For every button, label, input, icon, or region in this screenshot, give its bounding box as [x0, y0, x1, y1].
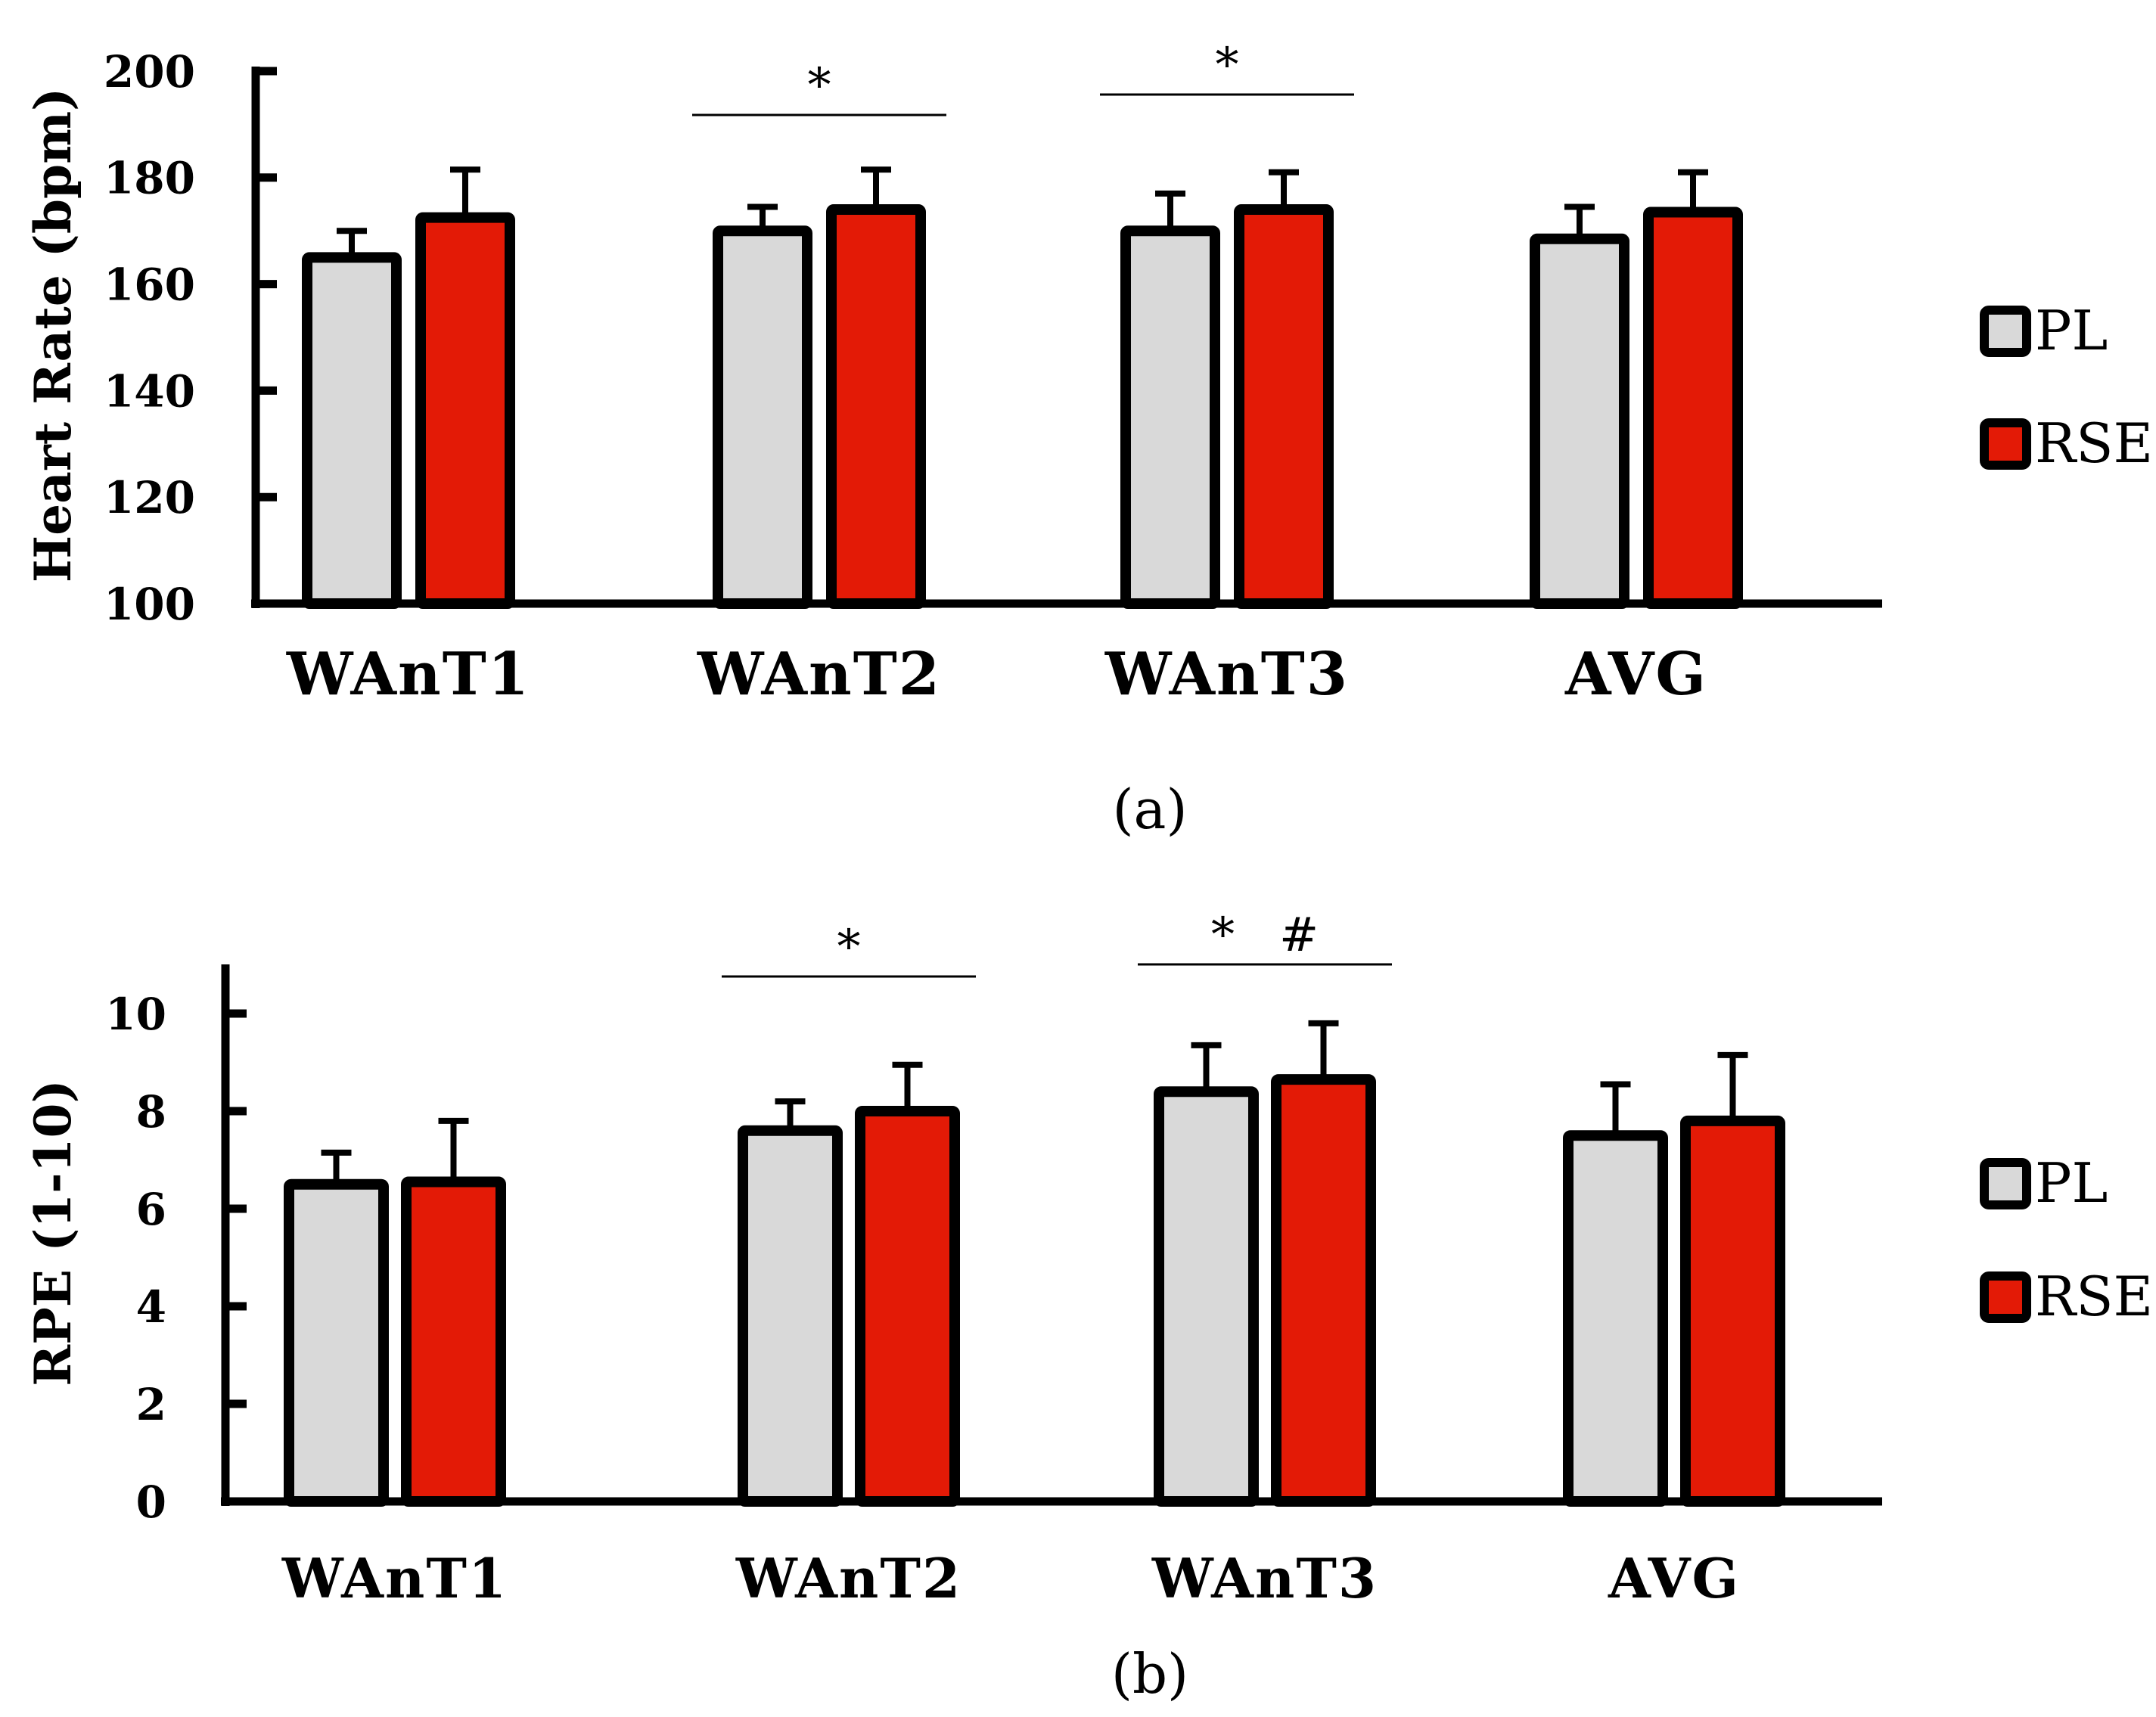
legend-swatch-pl [1980, 306, 2031, 357]
bar-rse-want3 [1271, 1074, 1376, 1507]
y-tick-label: 10 [105, 989, 166, 1040]
legend-swatch-rse [1980, 1271, 2031, 1323]
x-category-label: WAnT1 [286, 640, 530, 709]
legend-label-pl: PL [2035, 1151, 2108, 1215]
bar-pl-want1 [284, 1178, 389, 1507]
x-category-label: WAnT2 [697, 640, 941, 709]
chart-panel-a [251, 67, 2031, 610]
legend-label-pl: PL [2035, 299, 2108, 362]
y-tick-label: 2 [136, 1379, 166, 1430]
bar-rse-want1 [401, 1176, 506, 1507]
bar-pl-want1 [302, 252, 402, 609]
significance-marker: * [808, 57, 831, 113]
bar-rse-want2 [855, 1106, 960, 1507]
legend-swatch-rse [1980, 418, 2031, 470]
bar-pl-want2 [738, 1125, 843, 1507]
y-tick-label: 8 [136, 1086, 166, 1138]
panel-label: (b) [1111, 1642, 1188, 1706]
y-tick-label: 200 [104, 46, 195, 98]
x-category-label: AVG [1608, 1546, 1740, 1610]
significance-marker: * # [1211, 907, 1319, 962]
significance-marker: * [837, 919, 861, 974]
y-tick-label: 160 [104, 259, 195, 310]
bar-rse-want1 [415, 212, 515, 609]
bar-rse-avg [1680, 1115, 1785, 1507]
x-category-label: WAnT1 [281, 1546, 508, 1610]
y-tick-label: 4 [136, 1281, 166, 1333]
x-category-label: WAnT2 [735, 1546, 962, 1610]
y-tick-label: 100 [104, 579, 195, 630]
bar-pl-want3 [1120, 225, 1220, 609]
x-category-label: WAnT3 [1151, 1546, 1378, 1610]
panel-label: (a) [1112, 778, 1187, 841]
y-tick-label: 140 [104, 365, 195, 417]
chart-panel-b [221, 963, 2031, 1507]
y-axis-title: Heart Rate (bpm) [23, 88, 82, 583]
bar-pl-want2 [713, 225, 812, 609]
y-tick-label: 0 [136, 1476, 166, 1528]
bar-pl-avg [1530, 233, 1629, 609]
y-tick-label: 120 [104, 472, 195, 523]
bar-rse-want2 [826, 204, 926, 610]
y-axis-title: RPE (1-10) [23, 1079, 82, 1386]
x-category-label: WAnT3 [1104, 640, 1349, 709]
legend-swatch-pl [1980, 1158, 2031, 1209]
legend-label-rse: RSE [2035, 411, 2153, 475]
bar-pl-want3 [1154, 1086, 1259, 1507]
significance-marker: * [1216, 37, 1239, 92]
bar-rse-avg [1643, 206, 1743, 609]
y-tick-label: 180 [104, 153, 195, 204]
x-category-label: AVG [1564, 640, 1707, 709]
y-tick-label: 6 [136, 1184, 166, 1235]
bar-rse-want3 [1234, 204, 1334, 610]
bar-pl-avg [1563, 1130, 1668, 1507]
legend-label-rse: RSE [2035, 1265, 2153, 1328]
